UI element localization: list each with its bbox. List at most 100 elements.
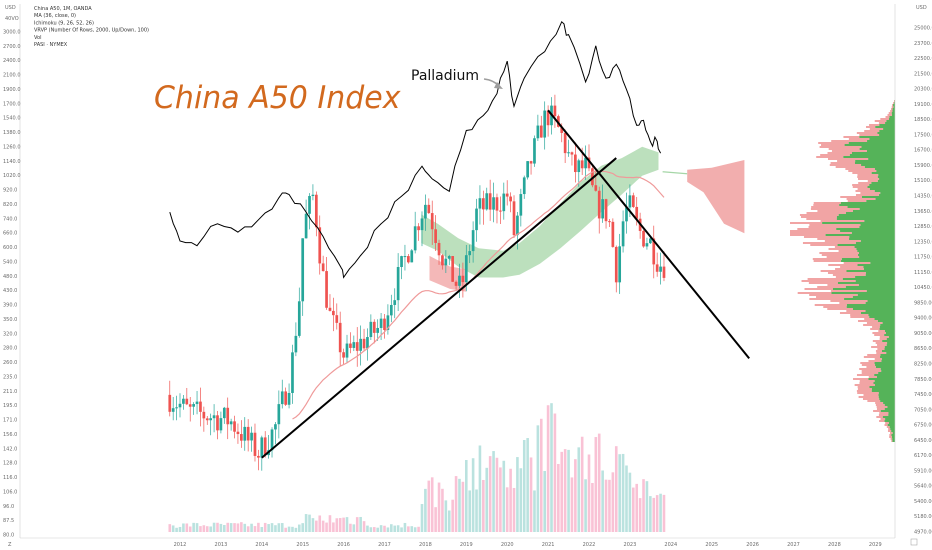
volume-bar: [580, 436, 584, 532]
right-axis-tick: 8250.00: [914, 362, 932, 368]
volume-bar: [458, 478, 461, 532]
vp-row-up: [847, 206, 895, 208]
vp-row-up: [874, 380, 895, 382]
volume-bar: [577, 447, 581, 532]
vp-row-up: [836, 228, 895, 230]
volume-bar: [297, 524, 301, 532]
candle-body: [635, 206, 639, 219]
left-axis-tick: 1140.0: [3, 159, 21, 165]
vp-row-up: [873, 382, 895, 384]
candle-body: [662, 266, 666, 278]
vp-row-up: [879, 134, 895, 136]
vp-row-down: [889, 436, 893, 438]
right-axis-tick: 7050.00: [914, 407, 932, 413]
vp-row-up: [860, 224, 895, 226]
candle-body: [308, 196, 311, 214]
volume-bar: [434, 507, 437, 532]
vp-row-down: [866, 366, 876, 368]
vp-row-down: [806, 218, 837, 220]
vp-row-up: [881, 370, 895, 372]
vp-row-up: [879, 124, 895, 126]
candle-body: [287, 392, 291, 405]
candle-body: [362, 338, 366, 349]
vp-row-down: [861, 364, 876, 366]
candle-body: [529, 161, 533, 164]
volume-bar: [625, 465, 628, 532]
vp-row-down: [887, 114, 892, 116]
volume-bar: [560, 451, 564, 532]
volume-bar: [659, 493, 662, 532]
vp-row-down: [834, 246, 855, 248]
vp-row-down: [790, 232, 852, 234]
candle-body: [454, 281, 458, 286]
vp-row-up: [874, 362, 895, 364]
candle-body: [652, 238, 656, 265]
volume-bar: [519, 468, 523, 532]
vp-row-up: [865, 310, 895, 312]
vp-row-down: [875, 350, 882, 352]
candle-body: [175, 407, 178, 409]
vp-row-down: [888, 428, 891, 430]
vp-row-up: [882, 322, 895, 324]
vp-row-down: [835, 268, 864, 270]
candle-body: [253, 432, 257, 456]
vp-row-up: [864, 220, 895, 222]
vp-row-down: [863, 324, 881, 326]
x-axis-label: 2018: [419, 542, 432, 548]
volume-bar: [410, 526, 414, 532]
candle-body: [393, 300, 397, 305]
x-axis-label: 2023: [624, 542, 637, 548]
candle-body: [628, 195, 632, 208]
vp-row-down: [828, 148, 860, 150]
left-axis-tick: 171.0: [3, 418, 17, 424]
headline: China A50 Index: [154, 79, 401, 116]
legend-line: Vol: [34, 35, 41, 41]
vp-row-up: [886, 352, 895, 354]
vp-row-up: [838, 214, 895, 216]
volume-bars: [168, 403, 666, 532]
vp-row-down: [891, 106, 894, 108]
vp-row-up: [871, 172, 895, 174]
vp-row-down: [875, 404, 885, 406]
candle-body: [543, 110, 547, 138]
vp-row-up: [832, 288, 895, 290]
volume-bar: [226, 522, 230, 532]
vp-row-down: [811, 206, 848, 208]
volume-bar: [188, 526, 192, 532]
vp-row-down: [854, 384, 875, 386]
volume-bar: [546, 405, 550, 532]
vp-row-down: [868, 376, 877, 378]
vp-row-down: [812, 258, 842, 260]
trendlines: [261, 109, 750, 459]
left-axis-tick: 2400.0: [3, 58, 21, 64]
vp-row-up: [856, 248, 895, 250]
vp-row-down: [879, 412, 889, 414]
x-axis-label: 2015: [296, 542, 309, 548]
volume-bar: [250, 523, 253, 532]
vp-row-up: [858, 252, 895, 254]
vp-row-down: [835, 276, 856, 278]
vp-row-up: [869, 138, 895, 140]
left-axis-tick: 740.0: [3, 216, 17, 222]
vp-row-down: [807, 278, 843, 280]
vp-row-down: [878, 414, 889, 416]
vp-row-up: [869, 184, 895, 186]
vp-row-up: [878, 372, 895, 374]
vp-row-down: [860, 362, 875, 364]
vp-row-up: [863, 268, 895, 270]
vp-row-up: [880, 354, 895, 356]
candle-body: [338, 322, 342, 353]
vp-row-down: [887, 430, 892, 432]
vp-row-down: [850, 314, 869, 316]
volume-bar: [260, 527, 264, 532]
vp-row-down: [892, 104, 894, 106]
volume-bar: [216, 522, 219, 532]
vp-row-down: [858, 396, 879, 398]
candle-body: [257, 455, 260, 458]
vp-row-up: [840, 202, 895, 204]
vp-row-down: [816, 156, 844, 158]
volume-bar: [652, 497, 656, 532]
vp-row-up: [894, 102, 895, 104]
right-axis-tick: 9050.00: [914, 331, 932, 337]
